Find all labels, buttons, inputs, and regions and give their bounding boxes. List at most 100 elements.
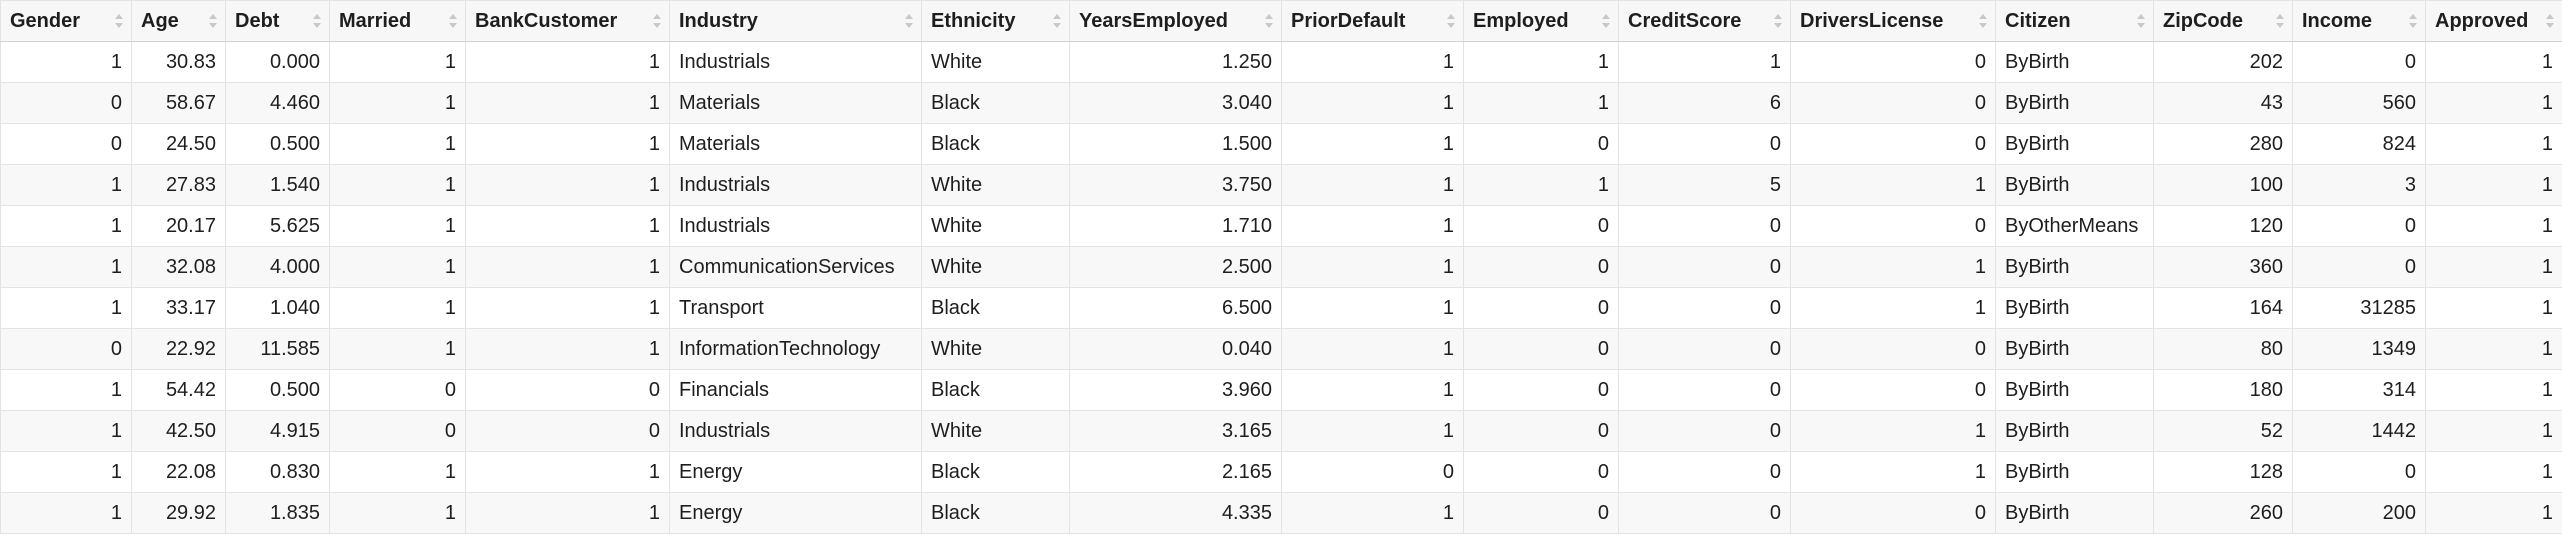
- column-header-approved[interactable]: Approved: [2425, 0, 2562, 42]
- cell-bank-customer: 1: [465, 41, 670, 83]
- cell-zip-code: 164: [2153, 287, 2293, 329]
- cell-drivers-license: 0: [1790, 492, 1996, 534]
- cell-gender: 0: [0, 82, 132, 124]
- cell-citizen: ByBirth: [1995, 41, 2154, 83]
- table-row: 1 30.83 0.000 1 1 Industrials White 1.250 1 1 1 0 By…: [0, 41, 2562, 83]
- sort-updown-icon[interactable]: [1447, 14, 1455, 28]
- cell-employed: 1: [1463, 82, 1619, 124]
- column-header-drivers-license[interactable]: DriversLicense: [1790, 0, 1996, 42]
- column-header-label: Married: [339, 9, 412, 32]
- column-header-credit-score[interactable]: CreditScore: [1618, 0, 1791, 42]
- cell-years-employed: 3.960: [1069, 369, 1282, 411]
- sort-updown-icon[interactable]: [905, 14, 913, 28]
- cell-approved: 1: [2425, 41, 2562, 83]
- column-header-zip-code[interactable]: ZipCode: [2153, 0, 2293, 42]
- cell-citizen: ByBirth: [1995, 287, 2154, 329]
- cell-approved: 1: [2425, 369, 2562, 411]
- cell-prior-default: 1: [1281, 164, 1464, 206]
- cell-debt: 0.000: [225, 41, 330, 83]
- sort-updown-icon[interactable]: [2137, 14, 2145, 28]
- table-row: 1 54.42 0.500 0 0 Financials Black 3.960 1 0 0 0 ByB…: [0, 369, 2562, 411]
- column-header-label: Citizen: [2005, 9, 2071, 32]
- sort-updown-icon[interactable]: [209, 14, 217, 28]
- cell-income: 200: [2292, 492, 2426, 534]
- column-header-debt[interactable]: Debt: [225, 0, 330, 42]
- cell-gender: 1: [0, 369, 132, 411]
- sort-updown-icon[interactable]: [1602, 14, 1610, 28]
- cell-debt: 0.500: [225, 369, 330, 411]
- cell-employed: 0: [1463, 287, 1619, 329]
- cell-industry: Materials: [669, 123, 922, 165]
- column-header-industry[interactable]: Industry: [669, 0, 922, 42]
- cell-prior-default: 1: [1281, 492, 1464, 534]
- column-header-label: BankCustomer: [475, 9, 618, 32]
- cell-years-employed: 4.335: [1069, 492, 1282, 534]
- sort-updown-icon[interactable]: [1774, 14, 1782, 28]
- cell-income: 0: [2292, 246, 2426, 288]
- sort-updown-icon[interactable]: [313, 14, 321, 28]
- column-header-label: ZipCode: [2163, 9, 2243, 32]
- cell-age: 33.17: [131, 287, 226, 329]
- cell-years-employed: 0.040: [1069, 328, 1282, 370]
- cell-employed: 0: [1463, 410, 1619, 452]
- cell-zip-code: 52: [2153, 410, 2293, 452]
- column-header-label: YearsEmployed: [1079, 9, 1228, 32]
- sort-updown-icon[interactable]: [2276, 14, 2284, 28]
- sort-updown-icon[interactable]: [1979, 14, 1987, 28]
- column-header-employed[interactable]: Employed: [1463, 0, 1619, 42]
- sort-updown-icon[interactable]: [1265, 14, 1273, 28]
- column-header-prior-default[interactable]: PriorDefault: [1281, 0, 1464, 42]
- cell-bank-customer: 1: [465, 246, 670, 288]
- column-header-label: Gender: [10, 9, 81, 32]
- cell-married: 1: [329, 328, 466, 370]
- cell-years-employed: 1.250: [1069, 41, 1282, 83]
- sort-updown-icon[interactable]: [115, 14, 123, 28]
- column-header-income[interactable]: Income: [2292, 0, 2426, 42]
- sort-updown-icon[interactable]: [449, 14, 457, 28]
- cell-credit-score: 0: [1618, 246, 1791, 288]
- cell-zip-code: 360: [2153, 246, 2293, 288]
- cell-ethnicity: Black: [921, 123, 1070, 165]
- cell-bank-customer: 1: [465, 287, 670, 329]
- cell-prior-default: 1: [1281, 369, 1464, 411]
- cell-age: 32.08: [131, 246, 226, 288]
- column-header-ethnicity[interactable]: Ethnicity: [921, 0, 1070, 42]
- cell-debt: 4.915: [225, 410, 330, 452]
- column-header-citizen[interactable]: Citizen: [1995, 0, 2154, 42]
- column-header-label: Employed: [1473, 9, 1569, 32]
- sort-updown-icon[interactable]: [2409, 14, 2417, 28]
- cell-bank-customer: 1: [465, 164, 670, 206]
- sort-updown-icon[interactable]: [1053, 14, 1061, 28]
- cell-credit-score: 0: [1618, 451, 1791, 493]
- cell-industry: InformationTechnology: [669, 328, 922, 370]
- cell-income: 824: [2292, 123, 2426, 165]
- cell-zip-code: 128: [2153, 451, 2293, 493]
- cell-prior-default: 1: [1281, 82, 1464, 124]
- column-header-age[interactable]: Age: [131, 0, 226, 42]
- cell-credit-score: 5: [1618, 164, 1791, 206]
- column-header-bank-customer[interactable]: BankCustomer: [465, 0, 670, 42]
- cell-credit-score: 1: [1618, 41, 1791, 83]
- column-header-married[interactable]: Married: [329, 0, 466, 42]
- cell-bank-customer: 0: [465, 369, 670, 411]
- cell-debt: 1.835: [225, 492, 330, 534]
- column-header-gender[interactable]: Gender: [0, 0, 132, 42]
- cell-citizen: ByBirth: [1995, 451, 2154, 493]
- cell-credit-score: 6: [1618, 82, 1791, 124]
- cell-debt: 4.460: [225, 82, 330, 124]
- cell-approved: 1: [2425, 492, 2562, 534]
- cell-income: 560: [2292, 82, 2426, 124]
- cell-drivers-license: 0: [1790, 328, 1996, 370]
- table-row: 0 22.92 11.585 1 1 InformationTechnology White…: [0, 328, 2562, 370]
- cell-prior-default: 1: [1281, 410, 1464, 452]
- sort-updown-icon[interactable]: [653, 14, 661, 28]
- column-header-years-employed[interactable]: YearsEmployed: [1069, 0, 1282, 42]
- cell-drivers-license: 1: [1790, 410, 1996, 452]
- column-header-label: Approved: [2435, 9, 2529, 32]
- cell-industry: Industrials: [669, 205, 922, 247]
- sort-updown-icon[interactable]: [2546, 14, 2554, 28]
- cell-income: 0: [2292, 41, 2426, 83]
- cell-married: 1: [329, 451, 466, 493]
- cell-prior-default: 1: [1281, 41, 1464, 83]
- cell-credit-score: 0: [1618, 410, 1791, 452]
